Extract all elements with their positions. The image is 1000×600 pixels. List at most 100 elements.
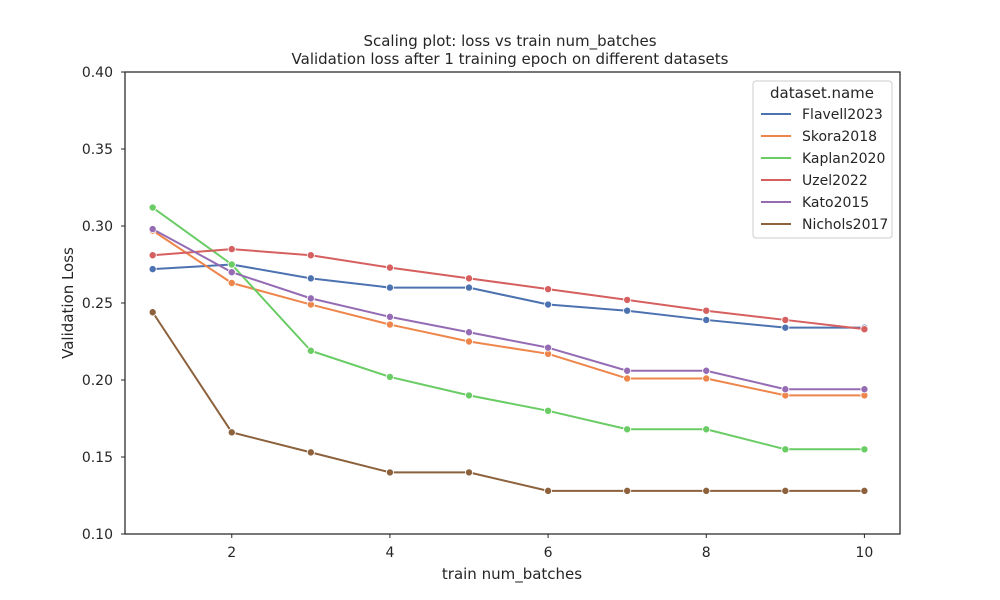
- series-kaplan2020: [148, 203, 869, 454]
- plot-area: [148, 203, 869, 495]
- data-point: [623, 374, 632, 383]
- data-point: [227, 428, 236, 437]
- series-line: [152, 263, 865, 329]
- legend-label: Uzel2022: [802, 173, 868, 189]
- data-point: [227, 245, 236, 254]
- y-tick-label: 0.10: [82, 527, 113, 543]
- data-point: [781, 445, 790, 454]
- data-point: [385, 263, 394, 272]
- legend-item: Kaplan2020: [761, 151, 885, 167]
- data-point: [148, 308, 157, 317]
- data-point: [860, 486, 869, 495]
- data-point: [148, 225, 157, 234]
- legend-item: Flavell2023: [761, 107, 883, 123]
- data-point: [781, 486, 790, 495]
- data-point: [702, 306, 711, 315]
- series-line: [152, 229, 865, 397]
- data-point: [544, 486, 553, 495]
- x-axis-label: train num_batches: [442, 565, 582, 584]
- data-point: [465, 468, 474, 477]
- data-point: [623, 425, 632, 434]
- legend: dataset.name Flavell2023 Skora2018 Kaplan2…: [752, 80, 893, 239]
- x-tick-label: 10: [855, 545, 873, 561]
- data-point: [702, 486, 711, 495]
- legend-item: Kato2015: [761, 195, 869, 211]
- chart-title: Scaling plot: loss vs train num_batches: [363, 32, 656, 51]
- data-point: [306, 274, 315, 283]
- data-point: [702, 425, 711, 434]
- legend-label: Skora2018: [802, 129, 877, 145]
- legend-title: dataset.name: [770, 84, 874, 102]
- data-point: [781, 323, 790, 332]
- y-tick-label: 0.25: [82, 296, 113, 312]
- data-point: [306, 294, 315, 303]
- legend-label: Nichols2017: [802, 217, 888, 233]
- data-point: [623, 366, 632, 375]
- x-axis-ticks: 2 4 6 8 10: [227, 534, 873, 561]
- series-skora2018: [148, 226, 869, 400]
- data-point: [385, 312, 394, 321]
- data-point: [702, 366, 711, 375]
- chart-subtitle: Validation loss after 1 training epoch o…: [292, 50, 729, 68]
- data-point: [306, 251, 315, 260]
- y-axis-label: Validation Loss: [59, 247, 77, 359]
- data-point: [860, 445, 869, 454]
- data-point: [148, 265, 157, 274]
- data-point: [544, 300, 553, 309]
- data-point: [385, 468, 394, 477]
- data-point: [385, 372, 394, 381]
- data-point: [623, 486, 632, 495]
- x-tick-label: 2: [227, 545, 236, 561]
- legend-label: Flavell2023: [802, 107, 883, 123]
- legend-label: Kaplan2020: [802, 151, 885, 167]
- x-tick-label: 8: [702, 545, 711, 561]
- series-nichols2017: [148, 308, 869, 495]
- series-uzel2022: [148, 245, 869, 334]
- y-tick-label: 0.30: [82, 219, 113, 235]
- data-point: [465, 337, 474, 346]
- legend-box: [752, 80, 893, 239]
- data-point: [860, 325, 869, 334]
- data-point: [781, 315, 790, 324]
- data-point: [702, 374, 711, 383]
- data-point: [544, 343, 553, 352]
- data-point: [385, 320, 394, 329]
- data-point: [544, 406, 553, 415]
- legend-items: Flavell2023 Skora2018 Kaplan2020 Uzel2022 Ka…: [761, 107, 888, 233]
- data-point: [465, 274, 474, 283]
- data-point: [544, 285, 553, 294]
- series-line: [151, 311, 865, 492]
- y-tick-label: 0.15: [82, 450, 113, 466]
- data-point: [623, 306, 632, 315]
- data-point: [227, 268, 236, 277]
- data-point: [148, 251, 157, 260]
- data-point: [860, 385, 869, 394]
- legend-item: Uzel2022: [761, 173, 868, 189]
- data-point: [306, 448, 315, 457]
- series-kato2015: [148, 225, 869, 394]
- data-point: [306, 346, 315, 355]
- data-point: [227, 278, 236, 287]
- series-flavell2023: [148, 260, 869, 332]
- data-point: [465, 328, 474, 337]
- legend-item: Nichols2017: [761, 217, 888, 233]
- y-tick-label: 0.35: [82, 142, 113, 158]
- y-tick-label: 0.20: [82, 373, 113, 389]
- x-tick-label: 6: [544, 545, 553, 561]
- x-tick-label: 4: [385, 545, 394, 561]
- y-axis-ticks: 0.10 0.15 0.20 0.25 0.30 0.35 0.40: [82, 65, 125, 543]
- data-point: [385, 283, 394, 292]
- legend-item: Skora2018: [761, 129, 877, 145]
- legend-label: Kato2015: [802, 195, 869, 211]
- data-point: [148, 203, 157, 212]
- data-point: [623, 295, 632, 304]
- data-point: [781, 385, 790, 394]
- data-point: [465, 391, 474, 400]
- data-point: [227, 260, 236, 269]
- series-line: [152, 248, 865, 331]
- series-line: [152, 206, 865, 451]
- data-point: [702, 315, 711, 324]
- y-tick-label: 0.40: [82, 65, 113, 81]
- series-line: [152, 228, 865, 391]
